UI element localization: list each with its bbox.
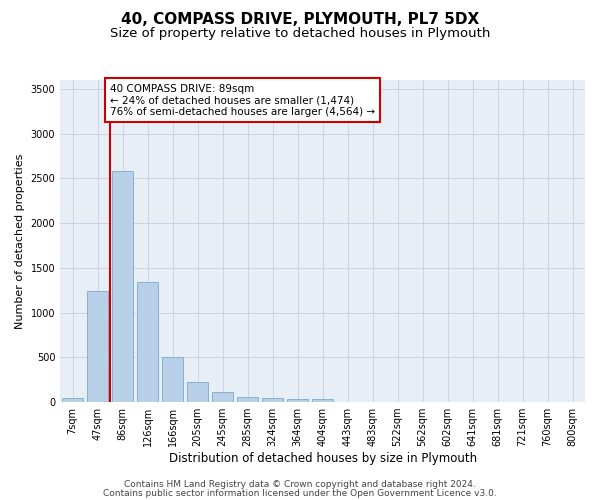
Text: Size of property relative to detached houses in Plymouth: Size of property relative to detached ho… [110, 28, 490, 40]
X-axis label: Distribution of detached houses by size in Plymouth: Distribution of detached houses by size … [169, 452, 476, 465]
Bar [212, 392, 233, 402]
Text: Contains HM Land Registry data © Crown copyright and database right 2024.: Contains HM Land Registry data © Crown c… [124, 480, 476, 489]
Bar [312, 399, 333, 402]
Bar [162, 358, 183, 402]
Bar [262, 398, 283, 402]
Text: 40, COMPASS DRIVE, PLYMOUTH, PL7 5DX: 40, COMPASS DRIVE, PLYMOUTH, PL7 5DX [121, 12, 479, 28]
Bar [87, 291, 108, 402]
Bar [112, 172, 133, 402]
Bar [62, 398, 83, 402]
Bar [137, 282, 158, 402]
Text: 40 COMPASS DRIVE: 89sqm
← 24% of detached houses are smaller (1,474)
76% of semi: 40 COMPASS DRIVE: 89sqm ← 24% of detache… [110, 84, 375, 117]
Y-axis label: Number of detached properties: Number of detached properties [15, 154, 25, 328]
Text: Contains public sector information licensed under the Open Government Licence v3: Contains public sector information licen… [103, 488, 497, 498]
Bar [237, 397, 258, 402]
Bar [287, 398, 308, 402]
Bar [187, 382, 208, 402]
